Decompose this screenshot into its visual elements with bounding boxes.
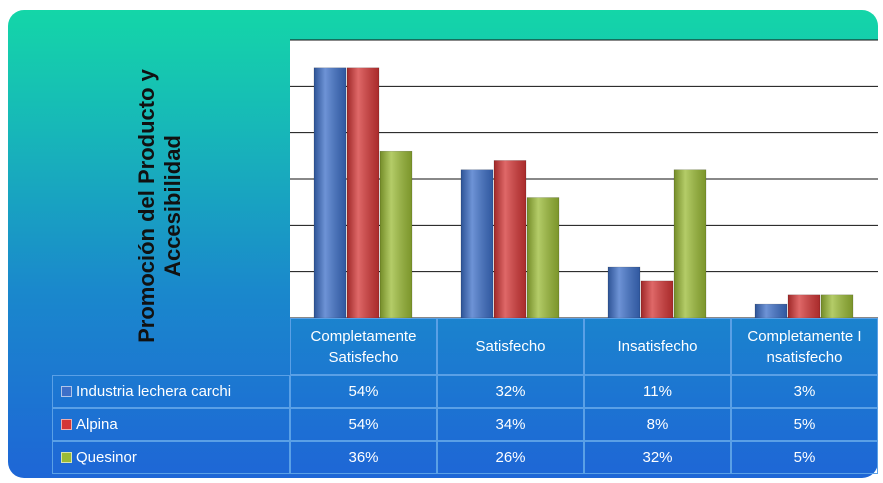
bar — [493, 160, 527, 319]
data-table-value: 3% — [731, 375, 878, 408]
bar — [526, 197, 560, 319]
bar — [346, 67, 380, 319]
data-table-value: 32% — [437, 375, 584, 408]
legend-entry: Quesinor — [52, 441, 290, 474]
bar — [607, 266, 641, 319]
data-table-value: 54% — [290, 408, 437, 441]
bar — [313, 67, 347, 319]
legend-label: Industria lechera carchi — [76, 383, 232, 400]
bar — [460, 169, 494, 319]
legend-entry: Alpina — [52, 408, 290, 441]
x-tick-label: Completamente Satisfecho — [290, 318, 437, 375]
data-table-value: 5% — [731, 408, 878, 441]
data-table-value: 34% — [437, 408, 584, 441]
x-tick-label: Satisfecho — [437, 318, 584, 375]
legend-entry: Industria lechera carchi — [52, 375, 290, 408]
bar — [379, 150, 413, 319]
legend-key — [61, 452, 72, 463]
legend-label: Alpina — [76, 416, 118, 433]
data-table-value: 11% — [584, 375, 731, 408]
x-tick-label: Completamente Insatisfecho — [731, 318, 878, 375]
data-table-value: 26% — [437, 441, 584, 474]
legend-key — [61, 419, 72, 430]
legend-key — [61, 386, 72, 397]
data-table-value: 36% — [290, 441, 437, 474]
bar — [820, 294, 854, 319]
bar — [673, 169, 707, 319]
data-table-value: 32% — [584, 441, 731, 474]
data-table-value: 8% — [584, 408, 731, 441]
bar — [640, 280, 674, 319]
bar — [787, 294, 821, 319]
data-table-value: 5% — [731, 441, 878, 474]
legend-label: Quesinor — [76, 449, 137, 466]
x-tick-label: Insatisfecho — [584, 318, 731, 375]
data-table-value: 54% — [290, 375, 437, 408]
bar — [754, 303, 788, 319]
